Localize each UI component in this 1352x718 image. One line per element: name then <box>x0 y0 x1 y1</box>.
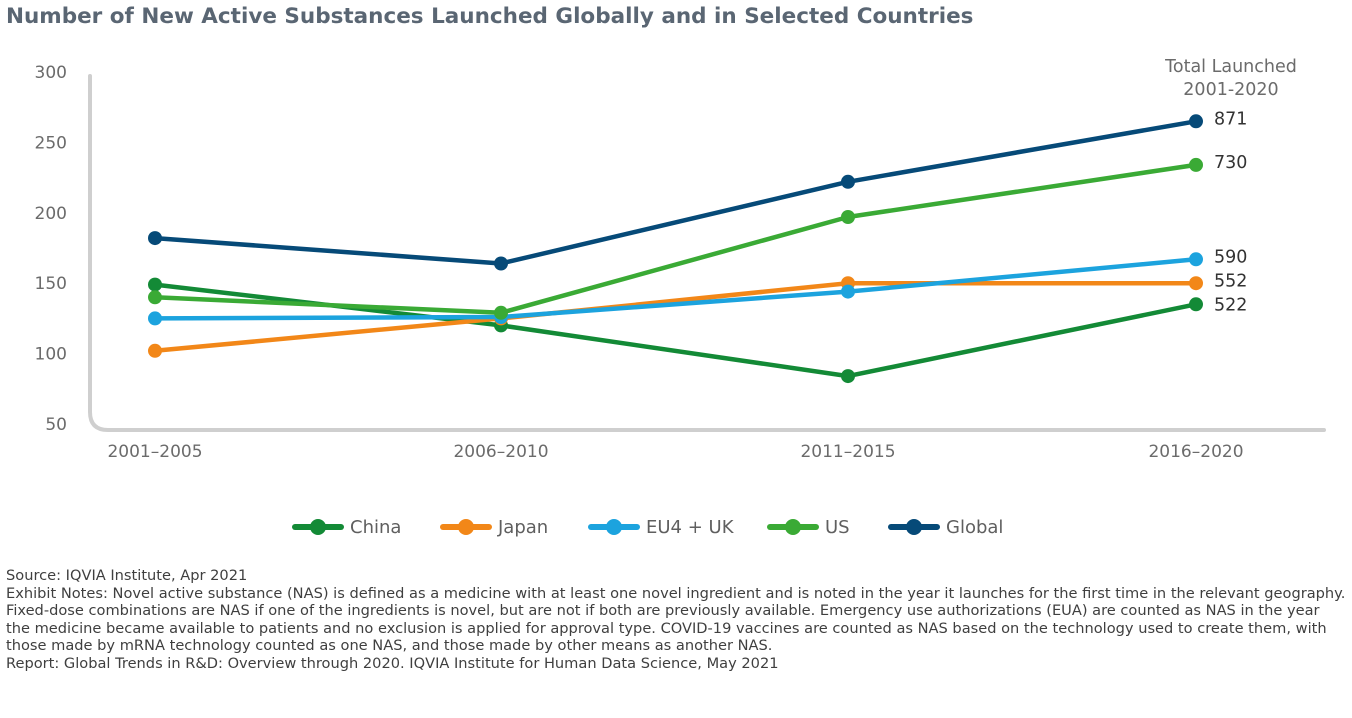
data-point-eu4-uk <box>148 311 162 326</box>
x-tick-label: 2001–2005 <box>107 442 202 460</box>
end-total-label: 871 <box>1214 109 1247 129</box>
series-line-us <box>152 162 1199 316</box>
series-line-eu4-uk <box>152 257 1199 321</box>
legend-label: China <box>350 516 402 538</box>
data-point-japan <box>148 343 162 358</box>
y-tick-label: 300 <box>35 63 67 83</box>
end-label-header: 2001-2020 <box>1183 80 1278 100</box>
exhibit-notes: Exhibit Notes: Novel active substance (N… <box>6 584 1346 655</box>
legend-item-us: US <box>767 512 850 542</box>
data-point-global <box>494 256 508 271</box>
legend-label: Global <box>946 516 1004 538</box>
y-tick-label: 200 <box>35 204 67 224</box>
legend-label: Japan <box>498 516 549 538</box>
legend-item-china: China <box>292 512 401 542</box>
legend-swatch <box>767 512 819 542</box>
data-point-us <box>1189 157 1203 172</box>
data-point-us <box>494 305 508 320</box>
source-note: Source: IQVIA Institute, Apr 2021 <box>6 567 248 584</box>
legend-label: US <box>825 516 850 538</box>
axis-line <box>88 74 1326 432</box>
y-tick-label: 150 <box>35 274 67 294</box>
series-line-japan <box>152 280 1199 354</box>
footnotes: Source: IQVIA Institute, Apr 2021 Exhibi… <box>6 567 1348 672</box>
legend-item-eu4-uk: EU4 + UK <box>588 512 734 542</box>
y-tick-label: 250 <box>35 133 67 153</box>
y-tick-label: 50 <box>45 415 67 435</box>
data-point-global <box>841 174 855 189</box>
legend-swatch <box>292 512 344 542</box>
data-point-japan <box>1189 276 1203 291</box>
end-total-label: 552 <box>1214 271 1247 291</box>
end-total-label: 730 <box>1214 153 1247 173</box>
x-tick-label: 2016–2020 <box>1148 442 1243 460</box>
data-point-china <box>841 369 855 384</box>
series-line-global <box>152 119 1199 266</box>
legend-item-japan: Japan <box>440 512 548 542</box>
series-line-china <box>152 282 1199 379</box>
legend-item-global: Global <box>888 512 1003 542</box>
legend-swatch <box>440 512 492 542</box>
legend-swatch <box>588 512 640 542</box>
x-tick-label: 2011–2015 <box>800 442 895 460</box>
chart-title: Number of New Active Substances Launched… <box>6 4 974 29</box>
legend-label: EU4 + UK <box>646 516 734 538</box>
data-point-global <box>148 231 162 246</box>
end-total-label: 590 <box>1214 247 1247 267</box>
data-point-eu4-uk <box>1189 252 1203 267</box>
end-total-label: 522 <box>1214 295 1247 315</box>
data-point-china <box>148 277 162 292</box>
data-point-eu4-uk <box>841 284 855 299</box>
legend: China Japan EU4 + UK US Global <box>0 512 1352 542</box>
x-tick-label: 2006–2010 <box>453 442 548 460</box>
data-point-china <box>1189 297 1203 312</box>
line-chart: 300 250 200 150 100 50 2001–2005 2006–2010 2011… <box>35 57 1326 460</box>
y-tick-label: 100 <box>35 345 67 365</box>
legend-swatch <box>888 512 940 542</box>
data-point-us <box>148 290 162 305</box>
data-point-us <box>841 210 855 224</box>
data-point-global <box>1189 114 1203 129</box>
report-note: Report: Global Trends in R&D: Overview t… <box>6 654 779 672</box>
end-label-header: Total Launched <box>1164 57 1297 77</box>
